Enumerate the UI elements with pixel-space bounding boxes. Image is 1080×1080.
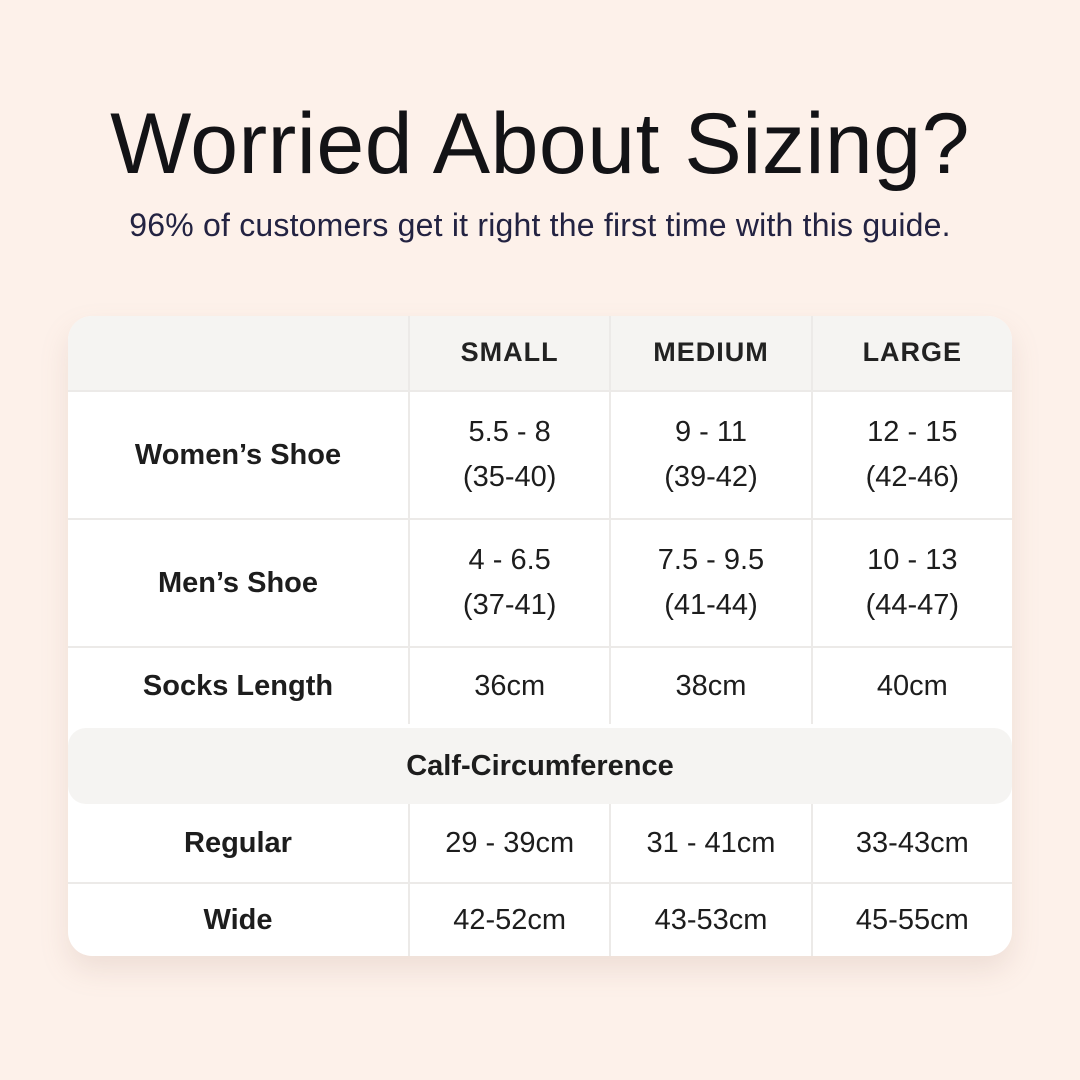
table-cell: 40cm — [810, 648, 1012, 724]
table-header-row: SMALL MEDIUM LARGE — [68, 316, 1012, 390]
table-row-regular: Regular 29 - 39cm 31 - 41cm 33-43cm — [68, 804, 1012, 882]
page-subtitle: 96% of customers get it right the first … — [129, 207, 951, 243]
cell-value: 29 - 39cm — [445, 826, 575, 859]
table-cell: 33-43cm — [810, 804, 1012, 882]
cell-value: 40cm — [876, 669, 948, 702]
table-cell: 29 - 39cm — [408, 804, 609, 882]
cell-subvalue: (39-42) — [664, 461, 758, 493]
table-cell: 10 - 13 (44-47) — [810, 520, 1012, 646]
table-cell: 43-53cm — [609, 884, 810, 956]
row-label: Men’s Shoe — [157, 566, 319, 599]
table-row-wide: Wide 42-52cm 43-53cm 45-55cm — [68, 882, 1012, 956]
cell-value: 31 - 41cm — [646, 826, 776, 859]
cell-value: 7.5 - 9.5 — [657, 544, 765, 577]
table-cell: 31 - 41cm — [609, 804, 810, 882]
table-row-socks-length: Socks Length 36cm 38cm 40cm — [68, 646, 1012, 724]
cell-value: 10 - 13 — [867, 544, 958, 577]
cell-value: 42-52cm — [453, 903, 567, 936]
cell-subvalue: (44-47) — [865, 589, 960, 621]
section-header-calf-circumference: Calf-Circumference — [68, 728, 1012, 804]
column-header-medium: MEDIUM — [609, 316, 810, 390]
cell-value: 12 - 15 — [867, 416, 958, 449]
table-cell: 7.5 - 9.5 (41-44) — [609, 520, 810, 646]
table-cell: 4 - 6.5 (37-41) — [408, 520, 609, 646]
cell-subvalue: (42-46) — [865, 461, 960, 493]
cell-value: 43-53cm — [654, 903, 768, 936]
table-cell: 42-52cm — [408, 884, 609, 956]
column-header-small: SMALL — [408, 316, 609, 390]
row-label: Socks Length — [142, 669, 334, 702]
column-header-blank — [68, 316, 408, 390]
table-cell: 45-55cm — [810, 884, 1012, 956]
row-label: Regular — [184, 826, 292, 859]
table-cell: 5.5 - 8 (35-40) — [408, 392, 609, 518]
table-cell: 36cm — [408, 648, 609, 724]
section-band-area: Calf-Circumference — [68, 724, 1012, 804]
table-cell: 38cm — [609, 648, 810, 724]
table-cell: 9 - 11 (39-42) — [609, 392, 810, 518]
cell-value: 45-55cm — [855, 903, 969, 936]
cell-value: 4 - 6.5 — [468, 544, 551, 577]
cell-subvalue: (41-44) — [664, 589, 758, 621]
cell-value: 33-43cm — [855, 826, 969, 859]
row-label: Women’s Shoe — [134, 438, 342, 471]
cell-value: 9 - 11 — [674, 416, 747, 449]
table-row-womens-shoe: Women’s Shoe 5.5 - 8 (35-40) 9 - 11 (39-… — [68, 390, 1012, 518]
cell-subvalue: (37-41) — [462, 589, 557, 621]
page-title: Worried About Sizing? — [110, 96, 970, 192]
column-header-large: LARGE — [810, 316, 1012, 390]
row-label: Wide — [203, 903, 273, 936]
cell-subvalue: (35-40) — [462, 461, 557, 493]
cell-value: 5.5 - 8 — [468, 416, 551, 449]
size-guide-table: SMALL MEDIUM LARGE Women’s Shoe 5.5 - 8 … — [68, 316, 1012, 956]
table-row-mens-shoe: Men’s Shoe 4 - 6.5 (37-41) 7.5 - 9.5 (41… — [68, 518, 1012, 646]
table-cell: 12 - 15 (42-46) — [810, 392, 1012, 518]
cell-value: 36cm — [474, 669, 546, 702]
cell-value: 38cm — [675, 669, 747, 702]
